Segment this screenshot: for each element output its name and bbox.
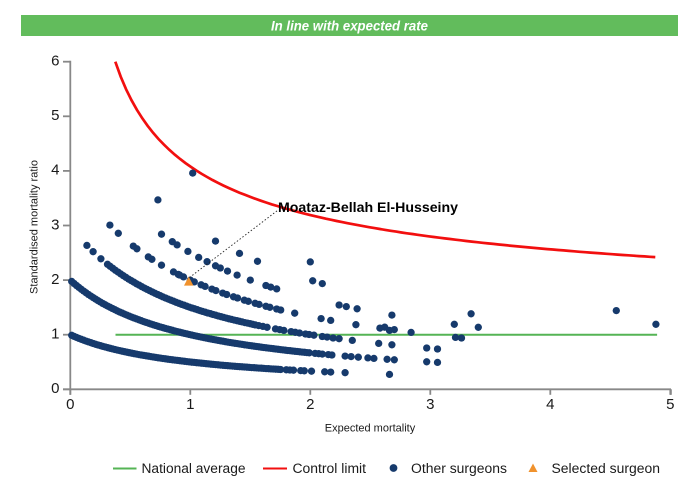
svg-text:0: 0 <box>51 380 59 397</box>
svg-text:National average: National average <box>142 461 246 476</box>
svg-text:Moataz-Bellah El-Husseiny: Moataz-Bellah El-Husseiny <box>278 199 458 215</box>
svg-text:Control limit: Control limit <box>293 461 367 476</box>
svg-text:Other surgeons: Other surgeons <box>411 461 507 476</box>
svg-text:4: 4 <box>51 162 59 179</box>
svg-text:0: 0 <box>66 396 74 413</box>
svg-text:4: 4 <box>546 396 554 413</box>
svg-text:6: 6 <box>51 53 59 70</box>
svg-text:1: 1 <box>186 396 194 413</box>
svg-text:3: 3 <box>51 216 59 233</box>
svg-text:5: 5 <box>666 396 674 413</box>
svg-text:2: 2 <box>306 396 314 413</box>
svg-text:2: 2 <box>51 271 59 288</box>
svg-text:1: 1 <box>51 326 59 343</box>
svg-text:Standardised mortality ratio: Standardised mortality ratio <box>29 160 41 294</box>
svg-text:3: 3 <box>426 396 434 413</box>
svg-text:Expected mortality: Expected mortality <box>325 423 416 435</box>
svg-text:Selected surgeon: Selected surgeon <box>552 461 661 476</box>
svg-text:5: 5 <box>51 107 59 124</box>
svg-text:In line with expected rate: In line with expected rate <box>271 19 428 34</box>
